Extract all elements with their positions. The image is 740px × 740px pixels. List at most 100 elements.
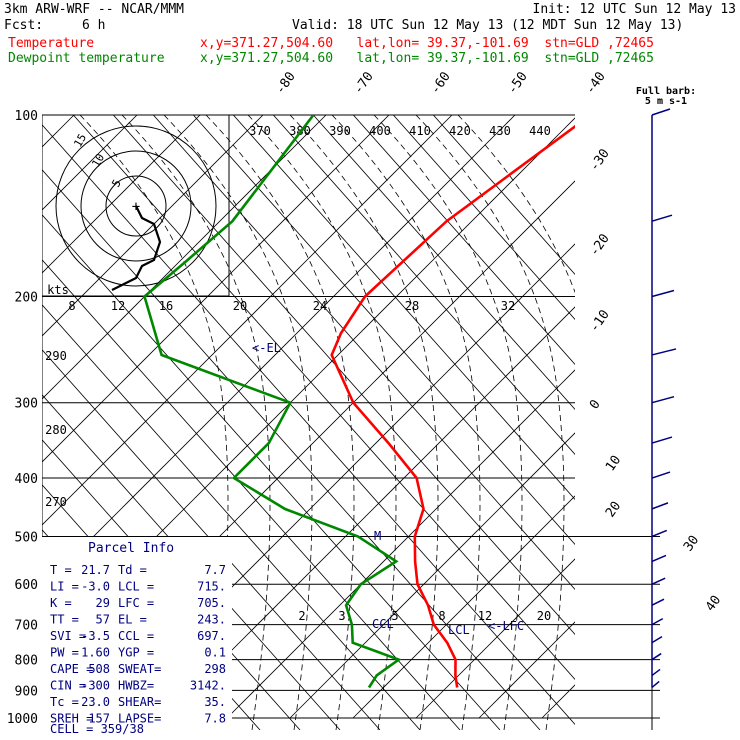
init-time: Init: 12 UTC Sun 12 May 13 xyxy=(532,2,737,17)
parcel-row-label-b: Td = xyxy=(118,563,147,577)
sounding-annotation: LCL xyxy=(448,623,470,637)
isotherm-line xyxy=(605,115,740,718)
pressure-tick-label: 700 xyxy=(15,619,38,634)
theta-e-label: 420 xyxy=(449,124,471,138)
wind-barb xyxy=(651,617,664,626)
hodograph-speed-label: 20 xyxy=(233,299,247,313)
hodograph-ring xyxy=(105,175,167,237)
dewpoint-location: x,y=371.27,504.60 lat,lon= 39.37,-101.69… xyxy=(200,51,654,66)
moist-adiabat-line xyxy=(457,115,575,294)
moist-adiabat-line xyxy=(163,115,313,730)
dry-adiabat-line xyxy=(392,115,575,320)
parcel-row-value-a: 21.7 xyxy=(81,563,110,577)
wind-barb xyxy=(651,652,662,661)
isotherm-label: -40 xyxy=(583,69,609,97)
isotherm-line xyxy=(289,432,575,719)
dry-adiabat-line xyxy=(192,115,575,545)
isotherm-label: -30 xyxy=(587,146,613,174)
parcel-cell-motion: CELL = 359/38 xyxy=(50,722,144,736)
parcel-row-label-a: SREH = xyxy=(50,712,93,726)
parcel-row-label-b: CCL = xyxy=(118,629,154,643)
dewpoint-trace xyxy=(143,115,402,689)
parcel-row-label-b: YGP = xyxy=(118,646,154,660)
isotherm-label: 40 xyxy=(703,593,724,614)
theta-e-label: 270 xyxy=(45,495,67,509)
parcel-info-title: Parcel Info xyxy=(88,541,174,556)
theta-e-label: 370 xyxy=(249,124,271,138)
hodograph-speed-label: kts xyxy=(47,283,69,297)
wind-barb xyxy=(651,668,661,677)
parcel-row-label-a: CAPE = xyxy=(50,662,93,676)
isotherm-line xyxy=(226,369,575,719)
parcel-box-background xyxy=(42,537,232,730)
parcel-row-label-a: CIN = xyxy=(50,679,86,693)
parcel-row-value-b: 3142. xyxy=(190,679,226,693)
hodograph-ring-label: 15 xyxy=(71,132,89,150)
sounding-annotation: <-EL xyxy=(252,341,281,355)
parcel-row-value-a: -3.5 xyxy=(81,629,110,643)
parcel-row-label-a: K = xyxy=(50,596,72,610)
sounding-annotation: CCL xyxy=(372,617,394,631)
parcel-row-label-a: SVI = xyxy=(50,629,86,643)
hodograph-speed-label: 16 xyxy=(159,299,173,313)
parcel-row-value-b: 705. xyxy=(197,596,226,610)
theta-e-label: 390 xyxy=(329,124,351,138)
parcel-row-value-a: 29 xyxy=(96,596,110,610)
wind-barb xyxy=(651,502,669,510)
isotherm-label: -60 xyxy=(428,69,454,97)
wind-legend-title: Full barb: xyxy=(636,86,696,97)
isotherm-line xyxy=(42,115,201,274)
theta-e-label: 280 xyxy=(45,423,67,437)
moist-adiabat-line xyxy=(289,115,439,730)
isotherm-line xyxy=(163,306,575,719)
wind-barb xyxy=(651,577,666,585)
wind-barb xyxy=(651,598,665,606)
isotherm-line xyxy=(415,558,575,719)
parcel-row-value-a: 1.60 xyxy=(81,646,110,660)
isotherm-label: -70 xyxy=(351,69,377,97)
wind-barb xyxy=(651,214,673,222)
dry-adiabat-line xyxy=(0,100,20,730)
parcel-row-label-b: LFC = xyxy=(118,596,154,610)
parcel-row-value-a: 57 xyxy=(96,613,110,627)
isotherm-line xyxy=(352,495,575,719)
sounding-annotation: M xyxy=(374,529,381,543)
parcel-row-label-b: SWEAT= xyxy=(118,662,161,676)
isotherm-label: -80 xyxy=(273,69,299,97)
sounding-annotations: <-EL M CCL LCL <-LFC xyxy=(252,341,524,637)
isotherm-line xyxy=(42,115,453,526)
sounding-traces xyxy=(143,115,575,689)
moist-adiabat-line xyxy=(415,115,565,730)
legend-dewpoint: Dewpoint temperature xyxy=(8,51,165,66)
sounding-annotation: <-LFC xyxy=(488,619,524,633)
mixing-ratio-label: 8 xyxy=(438,609,445,623)
dry-adiabat-line xyxy=(272,115,575,455)
temperature-trace xyxy=(330,124,575,688)
parcel-row-value-b: 7.8 xyxy=(204,712,226,726)
theta-e-label: 440 xyxy=(529,124,551,138)
parcel-row-value-b: 697. xyxy=(197,629,226,643)
parcel-row-label-a: PW = xyxy=(50,646,79,660)
forecast-hour: 6 h xyxy=(82,18,106,33)
isotherm-label: -10 xyxy=(587,307,613,335)
parcel-row-value-a: 157 xyxy=(88,712,110,726)
parcel-row-value-a: 23.0 xyxy=(81,695,110,709)
valid-time: Valid: 18 UTC Sun 12 May 13 (12 MDT Sun … xyxy=(292,18,684,33)
mixing-ratio-label: 3 xyxy=(338,609,345,623)
moist-adiabat-line xyxy=(331,115,481,730)
wind-barb xyxy=(651,436,673,444)
theta-e-label: 400 xyxy=(369,124,391,138)
parcel-row-value-b: 0.1 xyxy=(204,646,226,660)
dry-adiabat-line xyxy=(152,115,575,590)
parcel-row-value-b: 7.7 xyxy=(204,563,226,577)
parcel-info-box: Parcel Info T = 21.7 Td = 7.7 LI = -3.0 LCL = 71… xyxy=(42,537,232,736)
parcel-row-label-b: SHEAR= xyxy=(118,695,161,709)
hodograph-trace xyxy=(111,205,162,291)
isotherm-label: 0 xyxy=(587,397,604,412)
isotherm-line xyxy=(541,684,575,719)
parcel-row-value-a: 508 xyxy=(88,662,110,676)
hodograph-speed-label: 28 xyxy=(405,299,419,313)
wind-barb xyxy=(651,529,668,538)
hodograph-speed-label: 8 xyxy=(68,299,75,313)
